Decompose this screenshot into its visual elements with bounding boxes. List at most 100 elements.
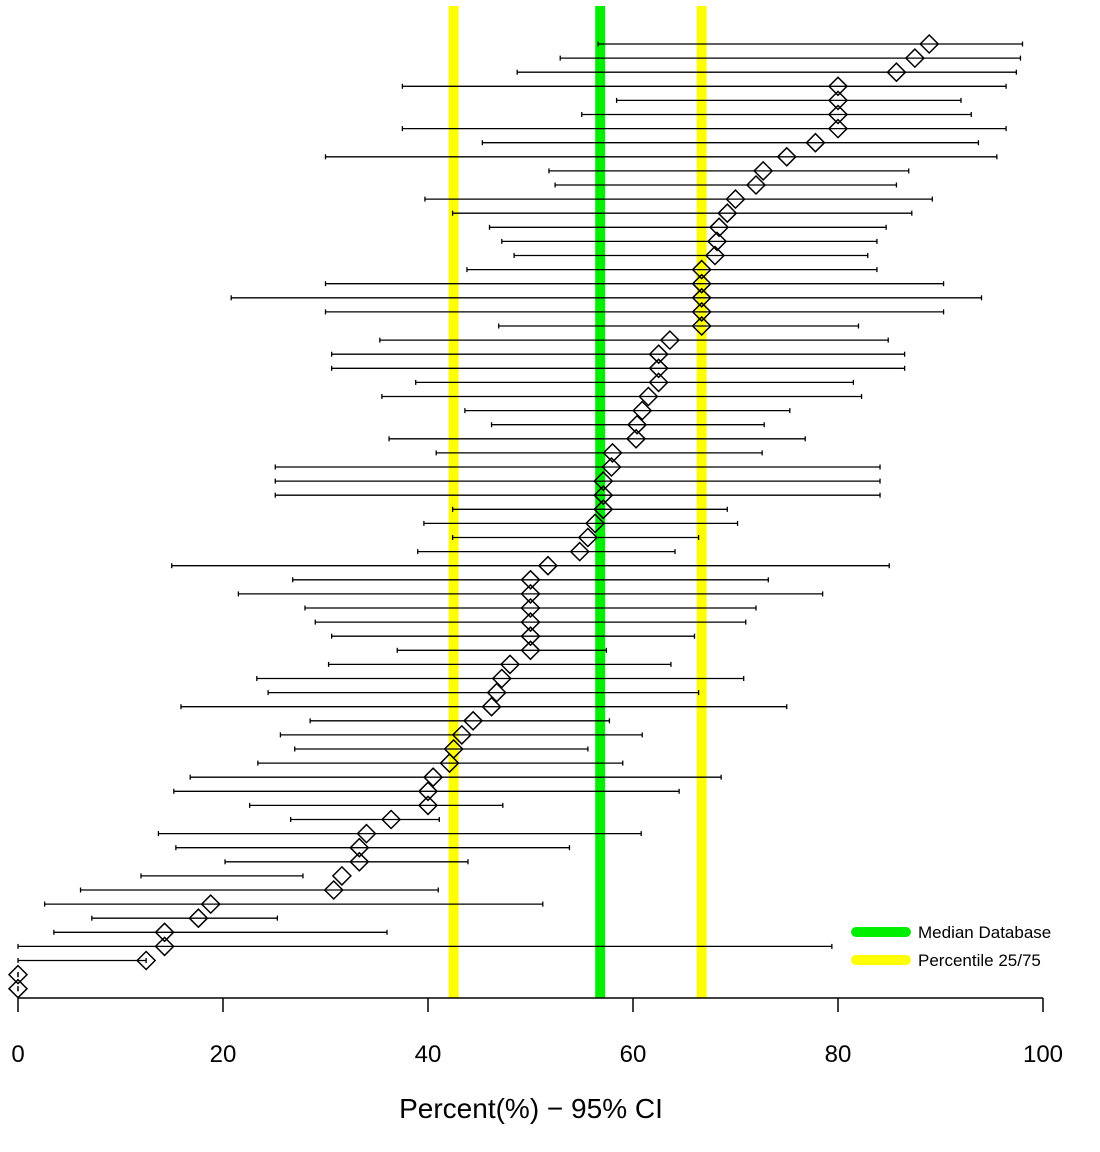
ci-row <box>274 485 881 506</box>
ci-row <box>516 62 1017 83</box>
ci-row <box>180 696 788 717</box>
estimate-point <box>648 358 669 379</box>
estimate-point <box>691 259 712 280</box>
estimate-point <box>188 908 209 929</box>
ci-row <box>248 795 504 816</box>
estimate-point <box>381 809 402 830</box>
estimate-point <box>593 471 614 492</box>
ci-row <box>488 217 887 238</box>
ci-row <box>53 922 388 943</box>
x-tick-label: 0 <box>11 1041 24 1068</box>
ci-row <box>481 132 980 153</box>
estimate-point <box>520 612 541 633</box>
ci-row <box>401 118 1007 139</box>
estimate-point <box>569 541 590 562</box>
ci-row <box>274 471 881 492</box>
estimate-point <box>626 428 647 449</box>
ci-row <box>559 48 1022 69</box>
estimate-point <box>593 485 614 506</box>
estimate-point <box>481 696 502 717</box>
ci-row <box>79 879 439 901</box>
estimate-point <box>463 710 484 731</box>
ci-row <box>279 724 643 745</box>
estimate-point <box>349 851 370 872</box>
ci-row <box>396 640 607 661</box>
estimate-point <box>154 936 175 957</box>
estimate-point <box>691 315 712 337</box>
estimate-point <box>520 597 541 619</box>
ci-row <box>44 894 544 915</box>
ci-row <box>401 76 1007 97</box>
ci-row <box>230 287 983 308</box>
ci-row <box>267 682 700 703</box>
ci-row <box>173 781 680 802</box>
estimate-point <box>136 950 157 971</box>
estimate-point <box>331 865 352 886</box>
estimate-point <box>638 386 659 407</box>
ci-row <box>498 315 860 337</box>
estimate-point <box>423 767 444 788</box>
estimate-point <box>691 287 712 308</box>
estimate-point <box>627 414 648 435</box>
ci-row <box>597 33 1024 55</box>
estimate-point <box>154 922 175 943</box>
ci-row <box>140 865 352 886</box>
estimate-point <box>520 569 541 590</box>
ci-row <box>327 654 672 675</box>
ci-row <box>330 626 696 647</box>
estimate-point <box>827 104 849 125</box>
estimate-point <box>520 640 541 661</box>
legend-label: Median Database <box>918 923 1051 942</box>
ci-row <box>292 569 769 590</box>
ci-row <box>304 597 757 619</box>
ci-row <box>423 513 739 534</box>
ci-row <box>466 259 878 280</box>
ci-row <box>157 823 642 844</box>
ci-row <box>330 358 906 379</box>
estimate-point <box>491 668 512 689</box>
estimate-point <box>499 654 521 675</box>
estimate-point <box>776 146 797 167</box>
ci-row <box>324 301 945 322</box>
estimate-point <box>602 442 623 463</box>
ci-row <box>294 738 589 760</box>
estimate-point <box>805 132 826 153</box>
x-tick-label: 100 <box>1023 1041 1063 1068</box>
estimate-point <box>753 160 774 181</box>
estimate-point <box>349 837 370 858</box>
ci-row <box>464 400 791 421</box>
ci-row <box>451 499 728 520</box>
ci-row <box>256 668 745 689</box>
ci-row <box>314 612 747 633</box>
ci-row <box>554 174 898 196</box>
ci-row <box>309 710 611 731</box>
estimate-point <box>745 174 767 196</box>
ci-rows <box>7 33 1024 999</box>
estimate-point <box>200 894 221 915</box>
estimate-point <box>886 62 907 83</box>
ci-row <box>424 189 933 210</box>
estimate-point <box>520 626 541 647</box>
estimate-point <box>827 118 849 139</box>
ci-row <box>379 330 889 351</box>
estimate-point <box>520 583 541 604</box>
ci-row <box>324 273 945 294</box>
estimate-point <box>577 527 598 548</box>
ci-row <box>274 456 881 478</box>
ci-row <box>615 90 962 111</box>
ci-row <box>381 386 863 407</box>
ci-row <box>224 851 469 872</box>
ci-row <box>17 950 157 971</box>
estimate-point <box>356 823 377 844</box>
ci-row <box>289 809 440 830</box>
ci-row <box>548 160 910 181</box>
ci-row <box>257 753 624 774</box>
estimate-point <box>417 795 439 816</box>
ci-row <box>237 583 824 604</box>
legend-label: Percentile 25/75 <box>918 951 1041 970</box>
estimate-point <box>659 330 680 351</box>
x-axis: 0 20 40 60 80 100 <box>11 997 1063 1068</box>
reference-lines <box>448 6 707 998</box>
ci-row <box>17 936 833 957</box>
estimate-point <box>439 753 460 774</box>
